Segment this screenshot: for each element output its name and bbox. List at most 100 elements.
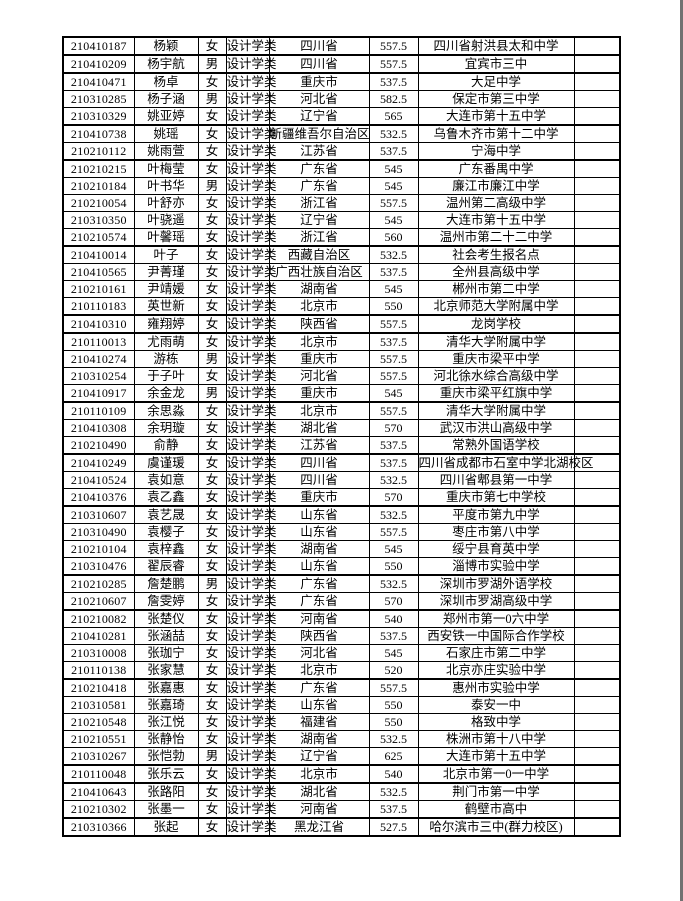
cell-major: 设计学类 (225, 177, 277, 195)
cell-name: 张起 (133, 817, 199, 837)
cell-major: 设计学类 (225, 142, 277, 161)
cell-province: 北京市 (268, 332, 370, 351)
cell-major: 设计学类 (225, 384, 277, 403)
candidate-roster-table: 210410187 杨颖女设计学类 四川省 557.5 四川省射洪县太和中学 210410… (62, 36, 621, 837)
cell-name: 叶舒亦 (133, 194, 199, 212)
table-row: 210310490 袁樱子女设计学类 山东省 557.5 枣庄市第八中学 (62, 523, 621, 541)
cell-name: 尹靖媛 (133, 280, 199, 298)
cell-exam-id: 210410308 (62, 419, 135, 437)
cell-school: 武汉市洪山高级中学 (417, 419, 575, 437)
cell-province: 福建省 (268, 713, 370, 731)
cell-name: 杨颖 (133, 36, 199, 56)
cell-gender: 女 (197, 194, 227, 212)
cell-major: 设计学类 (225, 159, 277, 178)
cell-exam-id: 210210302 (62, 800, 135, 819)
cell-name: 詹楚鹏 (133, 574, 199, 593)
cell-exam-id: 210110183 (62, 297, 135, 316)
cell-major: 设计学类 (225, 488, 277, 507)
cell-gender: 女 (197, 817, 227, 837)
cell-major: 设计学类 (225, 263, 277, 281)
cell-gender: 女 (197, 592, 227, 611)
table-row: 210410014 叶子女设计学类 西藏自治区 532.5 社会考生报名点 (62, 245, 621, 264)
table-row: 210210104 袁梓鑫女设计学类 湖南省 545 绥宁县育英中学 (62, 540, 621, 558)
table-row: 210410471 杨卓女设计学类 重庆市 537.5 大足中学 (62, 72, 621, 91)
cell-gender: 女 (197, 211, 227, 229)
cell-score: 532.5 (368, 245, 419, 264)
cell-blank (573, 800, 621, 819)
cell-blank (573, 505, 621, 524)
cell-province: 山东省 (268, 557, 370, 576)
cell-blank (573, 730, 621, 748)
cell-score: 570 (368, 488, 419, 507)
cell-school: 株洲市第十八中学 (417, 730, 575, 748)
cell-exam-id: 210410281 (62, 627, 135, 645)
cell-score: 532.5 (368, 782, 419, 801)
cell-gender: 男 (197, 747, 227, 766)
cell-school: 大足中学 (417, 72, 575, 91)
cell-major: 设计学类 (225, 124, 277, 143)
cell-province: 河南省 (268, 609, 370, 628)
cell-exam-id: 210110048 (62, 764, 135, 784)
cell-score: 545 (368, 211, 419, 229)
cell-score: 545 (368, 644, 419, 662)
cell-major: 设计学类 (225, 419, 277, 437)
table-row: 210410565 尹菁瑾女设计学类 广西壮族自治区 537.5 全州县高级中学 (62, 263, 621, 281)
cell-school: 平度市第九中学 (417, 505, 575, 524)
cell-school: 大连市第十五中学 (417, 747, 575, 766)
table-row: 210110183 英世新女设计学类 北京市 550 北京师范大学附属中学 (62, 297, 621, 316)
cell-blank (573, 280, 621, 298)
table-row: 210210161 尹靖媛女设计学类 湖南省 545 郴州市第二中学 (62, 280, 621, 298)
cell-exam-id: 210410471 (62, 72, 135, 91)
cell-province: 浙江省 (268, 194, 370, 212)
cell-gender: 女 (197, 661, 227, 680)
cell-exam-id: 210310254 (62, 367, 135, 385)
cell-province: 重庆市 (268, 384, 370, 403)
table-row: 210310254 于子叶女设计学类 河北省 557.5 河北徐水综合高级中学 (62, 367, 621, 385)
cell-province: 浙江省 (268, 228, 370, 247)
cell-gender: 女 (197, 332, 227, 351)
cell-school: 全州县高级中学 (417, 263, 575, 281)
table-row: 210410738 姚瑶女设计学类 新疆维吾尔自治区 532.5 乌鲁木齐市第十二中学 (62, 124, 621, 143)
cell-score: 550 (368, 713, 419, 731)
cell-name: 尹菁瑾 (133, 263, 199, 281)
cell-blank (573, 661, 621, 680)
cell-province: 四川省 (268, 471, 370, 489)
cell-school: 哈尔滨市三中(群力校区) (417, 817, 575, 837)
cell-province: 山东省 (268, 505, 370, 524)
cell-school: 廉江市廉江中学 (417, 177, 575, 195)
cell-gender: 女 (197, 627, 227, 645)
cell-blank (573, 782, 621, 801)
cell-name: 袁梓鑫 (133, 540, 199, 558)
cell-province: 江苏省 (268, 142, 370, 161)
cell-gender: 女 (197, 401, 227, 420)
table-row: 210310366 张起女设计学类 黑龙江省 527.5 哈尔滨市三中(群力校区) (62, 817, 621, 837)
cell-score: 570 (368, 592, 419, 611)
cell-major: 设计学类 (225, 730, 277, 748)
cell-blank (573, 314, 621, 334)
cell-gender: 女 (197, 505, 227, 524)
cell-gender: 女 (197, 263, 227, 281)
table-row: 210310476 翟辰睿女设计学类 山东省 550 淄博市实验中学 (62, 557, 621, 576)
cell-score: 557.5 (368, 194, 419, 212)
table-row: 210210082 张楚仪女设计学类 河南省 540 郑州市第一0六中学 (62, 609, 621, 628)
cell-name: 俞静 (133, 436, 199, 455)
cell-major: 设计学类 (225, 72, 277, 91)
cell-school: 格致中学 (417, 713, 575, 731)
cell-name: 张乐云 (133, 764, 199, 784)
cell-gender: 女 (197, 644, 227, 662)
cell-school: 泰安一中 (417, 696, 575, 714)
cell-exam-id: 210410310 (62, 314, 135, 334)
cell-exam-id: 210210082 (62, 609, 135, 628)
cell-exam-id: 210310285 (62, 90, 135, 108)
cell-school: 四川省射洪县太和中学 (417, 36, 575, 56)
cell-name: 尤雨萌 (133, 332, 199, 351)
cell-score: 557.5 (368, 36, 419, 56)
cell-name: 张江悦 (133, 713, 199, 731)
cell-name: 张静怡 (133, 730, 199, 748)
cell-major: 设计学类 (225, 453, 277, 472)
table-row: 210210285 詹楚鹏男设计学类 广东省 532.5 深圳市罗湖外语学校 (62, 574, 621, 593)
cell-province: 江苏省 (268, 436, 370, 455)
cell-gender: 女 (197, 678, 227, 697)
cell-major: 设计学类 (225, 90, 277, 108)
cell-gender: 女 (197, 72, 227, 91)
